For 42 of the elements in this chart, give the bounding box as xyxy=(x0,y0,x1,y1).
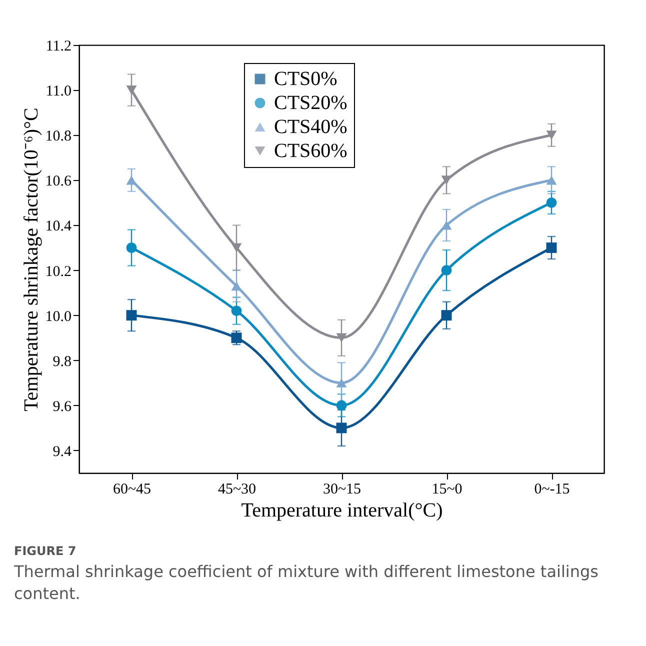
point xyxy=(336,422,347,434)
point xyxy=(126,242,137,253)
legend-label: CTS40% xyxy=(274,116,348,138)
point xyxy=(126,176,137,185)
y-tick-label: 9.4 xyxy=(52,444,72,460)
legend-label: CTS60% xyxy=(274,140,348,162)
y-axis-title: Temperature shrinkage factor(10⁻⁶)°C xyxy=(20,108,42,412)
point xyxy=(336,400,347,411)
point xyxy=(441,265,452,276)
point xyxy=(546,242,557,253)
y-tick-label: 10.8 xyxy=(45,128,72,145)
point xyxy=(231,243,242,252)
point xyxy=(441,220,452,230)
x-axis-title: Temperature interval(°C) xyxy=(241,500,443,522)
y-tick-label: 9.8 xyxy=(52,354,72,370)
point xyxy=(336,333,347,342)
legend-label: CTS0% xyxy=(274,68,338,90)
point xyxy=(231,332,242,344)
y-tick-label: 10.6 xyxy=(45,174,72,190)
y-tick-label: 10.0 xyxy=(45,308,72,325)
legend-label: CTS20% xyxy=(274,92,348,114)
x-tick-label: 0~-15 xyxy=(534,482,570,498)
point xyxy=(231,281,242,291)
x-tick-label: 45~30 xyxy=(218,482,256,498)
x-tick-label: 30~15 xyxy=(322,482,362,498)
y-tick-label: 10.4 xyxy=(45,218,72,235)
text: Thermal shrinkage coefficient of mixture with different limestone tailings content. xyxy=(14,561,600,606)
y-tick-label: 11.2 xyxy=(46,38,72,54)
point xyxy=(126,310,137,321)
point xyxy=(546,197,557,208)
point xyxy=(126,86,137,95)
x-tick-label: 15~0 xyxy=(432,482,462,498)
point xyxy=(336,378,347,388)
point xyxy=(441,310,452,321)
caption: FIGURE 7 xyxy=(14,544,78,558)
y-tick-label: 11.0 xyxy=(46,84,72,100)
point xyxy=(231,306,242,316)
x-tick-label: 60~45 xyxy=(112,482,152,498)
y-tick-label: 9.6 xyxy=(52,398,72,415)
point xyxy=(546,176,557,185)
y-tick-label: 10.2 xyxy=(45,264,72,280)
point xyxy=(546,130,557,140)
